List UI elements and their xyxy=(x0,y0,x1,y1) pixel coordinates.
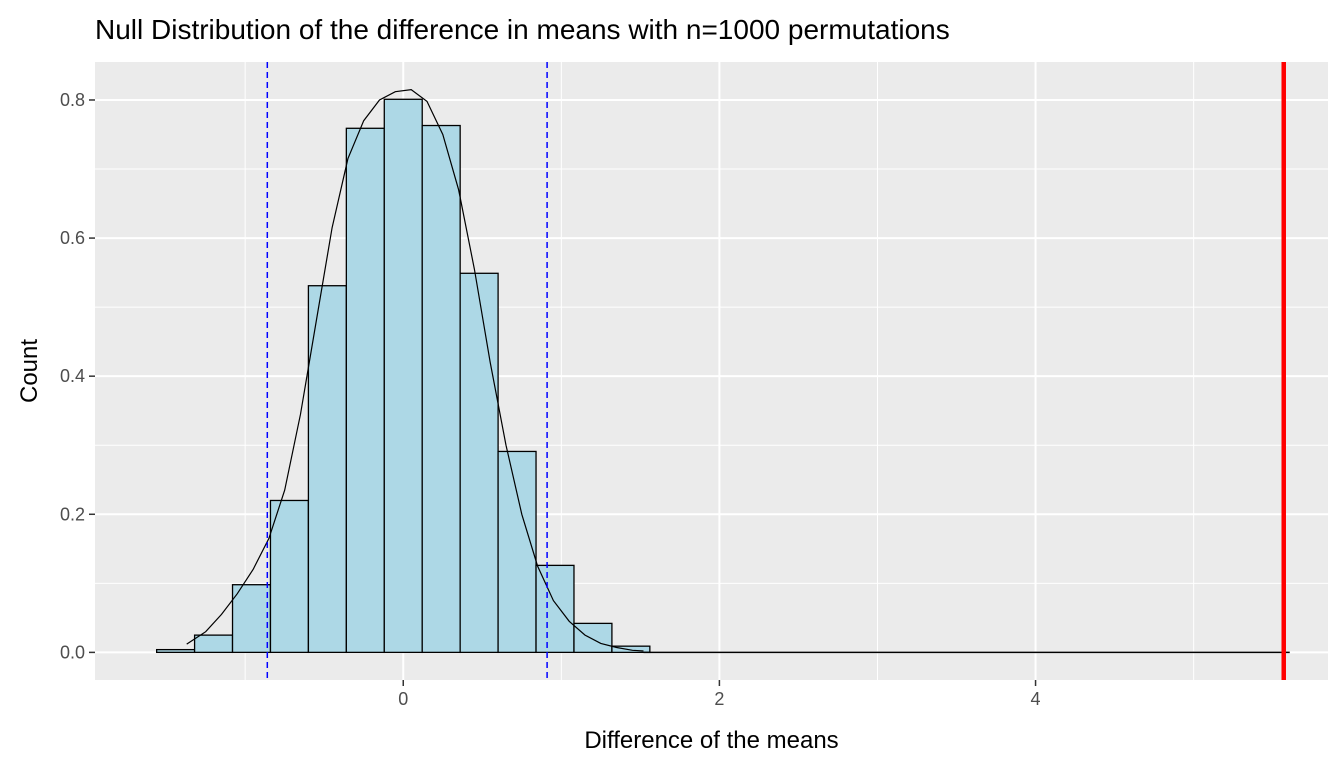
y-tick-label: 0.6 xyxy=(60,228,85,248)
chart-title: Null Distribution of the difference in m… xyxy=(95,14,950,45)
x-tick-label: 2 xyxy=(714,689,724,709)
histogram-bar xyxy=(497,450,537,654)
x-tick-label: 0 xyxy=(398,689,408,709)
density-curve-layer xyxy=(186,88,1290,654)
histogram-bar xyxy=(535,564,575,654)
density-curve xyxy=(186,88,644,652)
histogram-bar xyxy=(231,584,272,654)
histogram-bar xyxy=(345,127,385,654)
y-tick-label: 0.4 xyxy=(60,366,85,386)
histogram-bar xyxy=(269,499,310,654)
histogram-bar xyxy=(611,645,651,654)
histogram-bar xyxy=(459,272,499,654)
histogram-bar xyxy=(155,648,196,654)
histogram-bar xyxy=(573,622,613,654)
histogram-bars xyxy=(155,98,651,654)
histogram-bar xyxy=(193,634,234,654)
histogram-bar xyxy=(421,124,461,654)
y-tick-label: 0.8 xyxy=(60,90,85,110)
axes: 0 2 4 0.0 0.2 0.4 0.6 0.8 xyxy=(60,90,1041,709)
reference-lines xyxy=(266,62,1286,680)
x-axis-title: Difference of the means xyxy=(584,727,838,754)
y-axis-title: Count xyxy=(16,339,43,403)
x-tick-label: 4 xyxy=(1031,689,1041,709)
histogram-bar xyxy=(307,285,347,654)
y-tick-label: 0.2 xyxy=(60,504,85,524)
histogram-bar xyxy=(383,98,423,654)
y-tick-label: 0.0 xyxy=(60,642,85,662)
